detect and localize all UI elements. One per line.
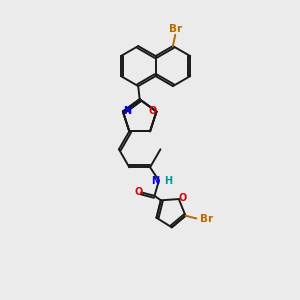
Text: O: O xyxy=(134,187,142,197)
Text: Br: Br xyxy=(169,24,182,34)
Text: N: N xyxy=(152,176,160,185)
Text: O: O xyxy=(178,193,187,202)
Text: H: H xyxy=(164,176,172,185)
Text: O: O xyxy=(148,106,157,116)
Text: N: N xyxy=(123,106,131,116)
Text: Br: Br xyxy=(200,214,213,224)
